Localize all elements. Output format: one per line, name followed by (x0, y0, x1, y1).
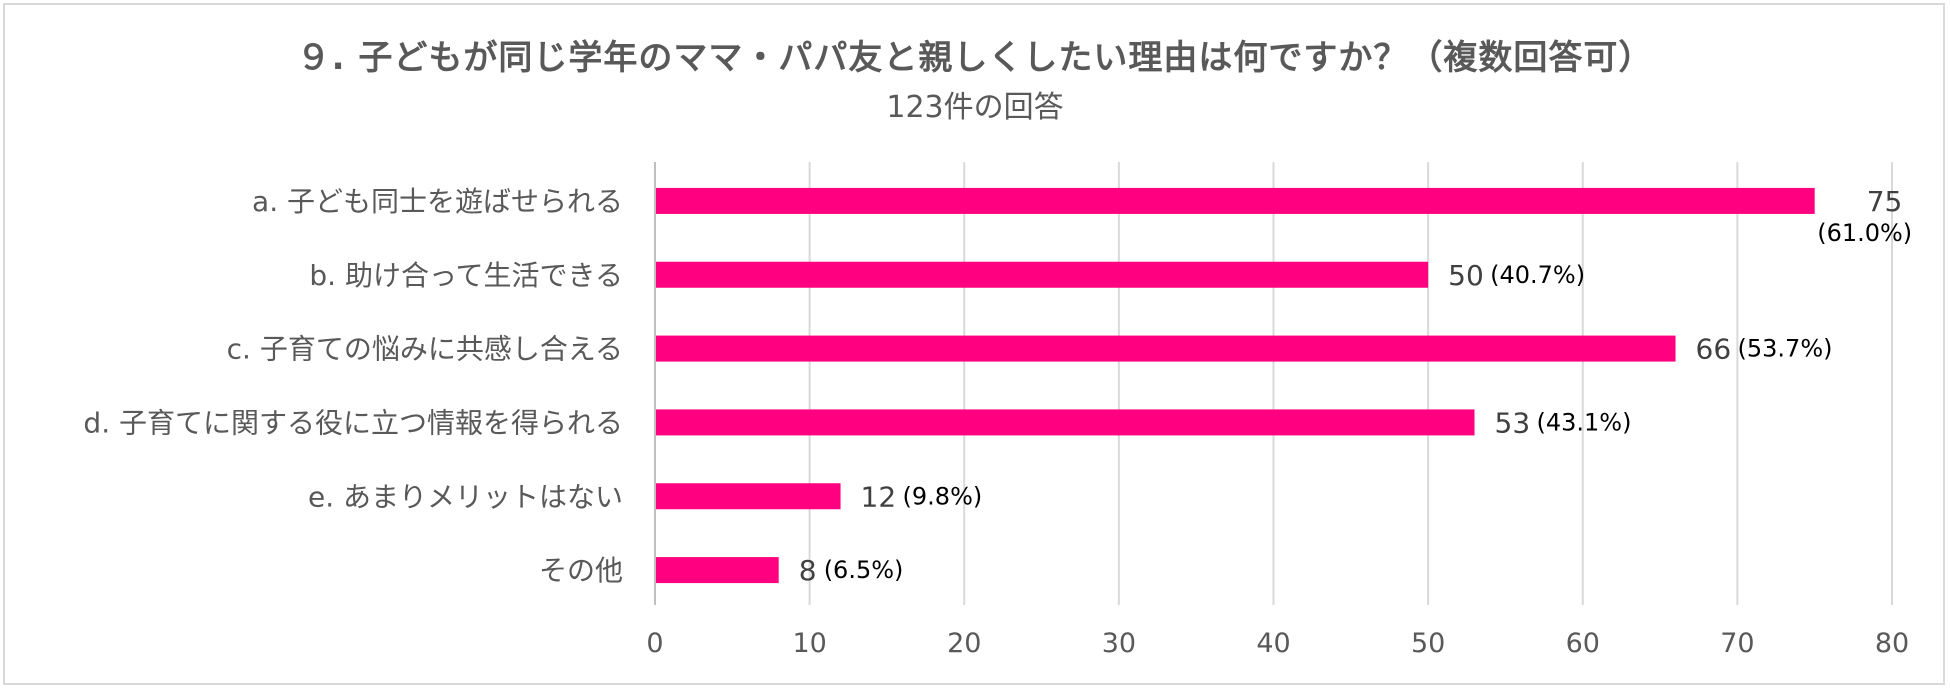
value-label: 75 (1867, 185, 1903, 218)
category-label: e. あまりメリットはない (308, 480, 623, 513)
chart-title: ９. 子どもが同じ学年のママ・パパ友と親しくしたい理由は何ですか？（複数回答可） (296, 38, 1654, 78)
category-label: その他 (539, 554, 623, 587)
chart-subtitle: 123件の回答 (886, 90, 1064, 125)
bars (656, 187, 1815, 584)
value-label: 12 (861, 480, 897, 513)
x-tick-label: 50 (1411, 628, 1445, 659)
bar-4 (656, 409, 1475, 436)
value-label: 50 (1448, 259, 1484, 292)
x-tick-label: 30 (1102, 628, 1136, 659)
percent-label: (43.1%) (1537, 408, 1632, 436)
percent-label: (40.7%) (1490, 261, 1585, 289)
x-tick-label: 70 (1720, 628, 1754, 659)
category-label: c. 子育ての悩みに共感し合える (227, 333, 623, 366)
x-tick-label: 80 (1875, 628, 1909, 659)
bar-3 (656, 335, 1676, 362)
grid-lines (654, 162, 1893, 605)
bar-2 (656, 261, 1429, 288)
x-tick-label: 40 (1256, 628, 1290, 659)
category-label: d. 子育てに関する役に立つ情報を得られる (83, 406, 623, 439)
value-label: 53 (1495, 406, 1531, 439)
category-label: a. 子ども同士を遊ばせられる (252, 185, 623, 218)
percent-label: (61.0%) (1817, 219, 1912, 247)
percent-label: (9.8%) (903, 482, 983, 510)
percent-label: (53.7%) (1738, 335, 1833, 363)
bar-6 (656, 557, 779, 584)
x-tick-label: 20 (947, 628, 981, 659)
value-label: 66 (1696, 333, 1732, 366)
bar-1 (656, 187, 1815, 214)
value-label: 8 (799, 554, 817, 587)
category-label: b. 助け合って生活できる (309, 259, 623, 292)
labels: 0 10 20 30 40 50 60 70 80 a. 子ども同士を遊ばせられる 75(61.0%… (83, 185, 1912, 659)
percent-label: (6.5%) (824, 556, 904, 584)
x-tick-label: 60 (1566, 628, 1600, 659)
x-tick-label: 0 (646, 628, 663, 659)
bar-5 (656, 483, 841, 510)
x-tick-label: 10 (792, 628, 826, 659)
